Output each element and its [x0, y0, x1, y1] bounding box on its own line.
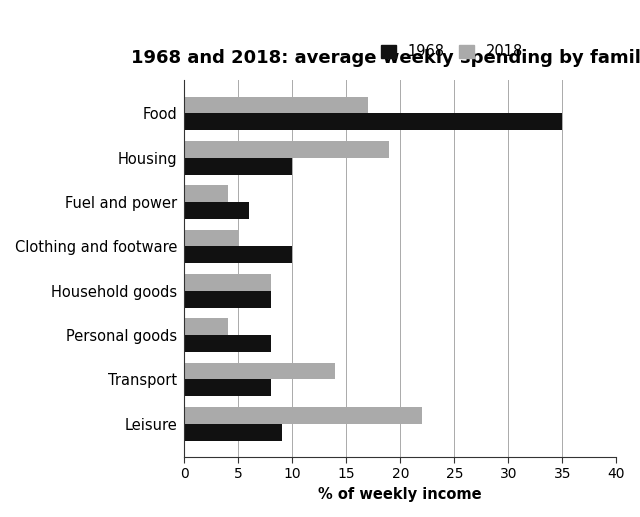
Title: 1968 and 2018: average weekly spending by families: 1968 and 2018: average weekly spending b… — [131, 50, 640, 68]
Bar — [184, 362, 335, 379]
Bar — [184, 335, 271, 352]
Bar — [184, 141, 390, 158]
Legend: 1968, 2018: 1968, 2018 — [376, 38, 529, 65]
X-axis label: % of weekly income: % of weekly income — [319, 487, 482, 502]
Bar — [184, 379, 271, 397]
Bar — [184, 424, 282, 440]
Bar — [184, 97, 368, 113]
Bar — [184, 230, 238, 247]
Bar — [184, 202, 249, 219]
Bar — [184, 158, 292, 175]
Bar — [184, 274, 271, 291]
Bar — [184, 185, 227, 202]
Bar — [184, 291, 271, 308]
Bar — [184, 247, 292, 263]
Bar — [184, 318, 227, 335]
Bar — [184, 113, 563, 130]
Bar — [184, 407, 422, 424]
